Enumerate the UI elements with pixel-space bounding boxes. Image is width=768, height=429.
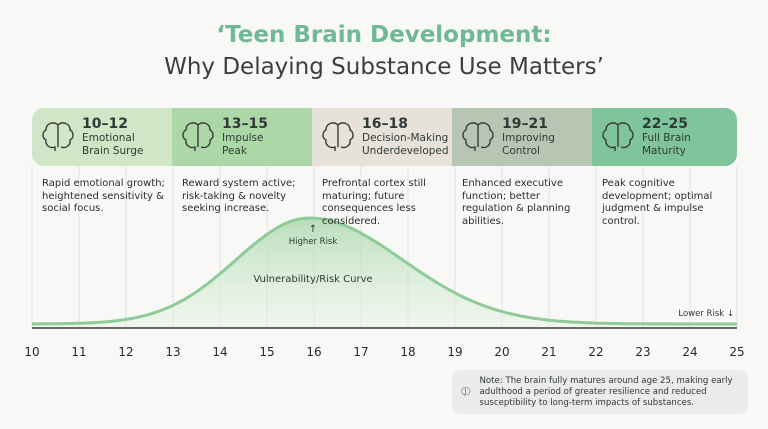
title-line-1: ‘Teen Brain Development: (216, 22, 552, 48)
stage-3: 19–21 Improving Control (452, 108, 592, 166)
x-tick-label: 14 (212, 345, 227, 359)
stage-label-1: Impulse (222, 132, 264, 144)
x-tick-label: 24 (682, 345, 697, 359)
stage-description: Rapid emotional growth; heightened sensi… (42, 178, 165, 214)
stage-label-1: Emotional (82, 132, 135, 144)
note-box: Note: The brain fully matures around age… (452, 370, 748, 414)
stage-label-1: Full Brain (642, 132, 691, 144)
stage-description: Reward system active; risk-taking & nove… (182, 178, 296, 214)
stage-label-2: Peak (222, 145, 247, 157)
stage-4: 22–25 Full Brain Maturity (592, 108, 737, 166)
stage-0: 10–12 Emotional Brain Surge (32, 108, 172, 166)
stage-description: Enhanced executive function; better regu… (462, 178, 571, 227)
stage-label-1: Improving (502, 132, 555, 144)
x-tick-label: 17 (353, 345, 368, 359)
stage-age: 22–25 (642, 116, 688, 132)
stage-label-2: Brain Surge (82, 145, 144, 157)
stage-label-2: Underdeveloped (362, 145, 449, 157)
x-tick-label: 23 (635, 345, 650, 359)
x-tick-label: 13 (165, 345, 180, 359)
x-tick-label: 12 (118, 345, 133, 359)
brain-gear-icon (462, 122, 494, 151)
lower-risk-label: Lower Risk ↓ (678, 309, 734, 319)
x-tick-label: 19 (447, 345, 462, 359)
brain-burst-icon (182, 122, 214, 151)
stage-description: Prefrontal cortex still maturing; future… (322, 178, 426, 227)
x-tick-label: 18 (400, 345, 415, 359)
stage-1: 13–15 Impulse Peak (172, 108, 312, 166)
x-tick-label: 11 (71, 345, 86, 359)
x-tick-label: 16 (306, 345, 321, 359)
x-tick-label: 10 (24, 345, 39, 359)
risk-curve-area (32, 218, 737, 328)
arrow-up-icon: ↑ (309, 224, 317, 235)
stage-2: 16–18 Decision-Making Underdeveloped (312, 108, 452, 166)
x-tick-label: 15 (259, 345, 274, 359)
brain-scale-icon (322, 122, 354, 151)
x-tick-label: 25 (729, 345, 744, 359)
stage-description: Peak cognitive development; optimal judg… (602, 178, 713, 227)
stage-age: 13–15 (222, 116, 268, 132)
brain-shield-icon (602, 122, 634, 151)
note-text: Note: The brain fully matures around age… (479, 375, 733, 408)
title-line-2: Why Delaying Substance Use Matters’ (164, 54, 604, 80)
brain-heart-icon (42, 122, 74, 151)
stage-age: 16–18 (362, 116, 408, 132)
curve-label: Vulnerability/Risk Curve (253, 274, 372, 285)
x-tick-label: 21 (541, 345, 556, 359)
x-tick-label: 22 (588, 345, 603, 359)
x-tick-label: 20 (494, 345, 509, 359)
stage-label-2: Control (502, 145, 540, 157)
risk-curve-line (32, 216, 737, 326)
higher-risk-label: Higher Risk (289, 237, 338, 247)
stage-label-1: Decision-Making (362, 132, 449, 144)
stage-header-band: 10–12 Emotional Brain Surge 13–15 Impulse Pea… (32, 108, 737, 166)
brain-icon (461, 387, 471, 397)
stage-label-2: Maturity (642, 145, 686, 157)
stage-age: 19–21 (502, 116, 548, 132)
stage-age: 10–12 (82, 116, 128, 132)
